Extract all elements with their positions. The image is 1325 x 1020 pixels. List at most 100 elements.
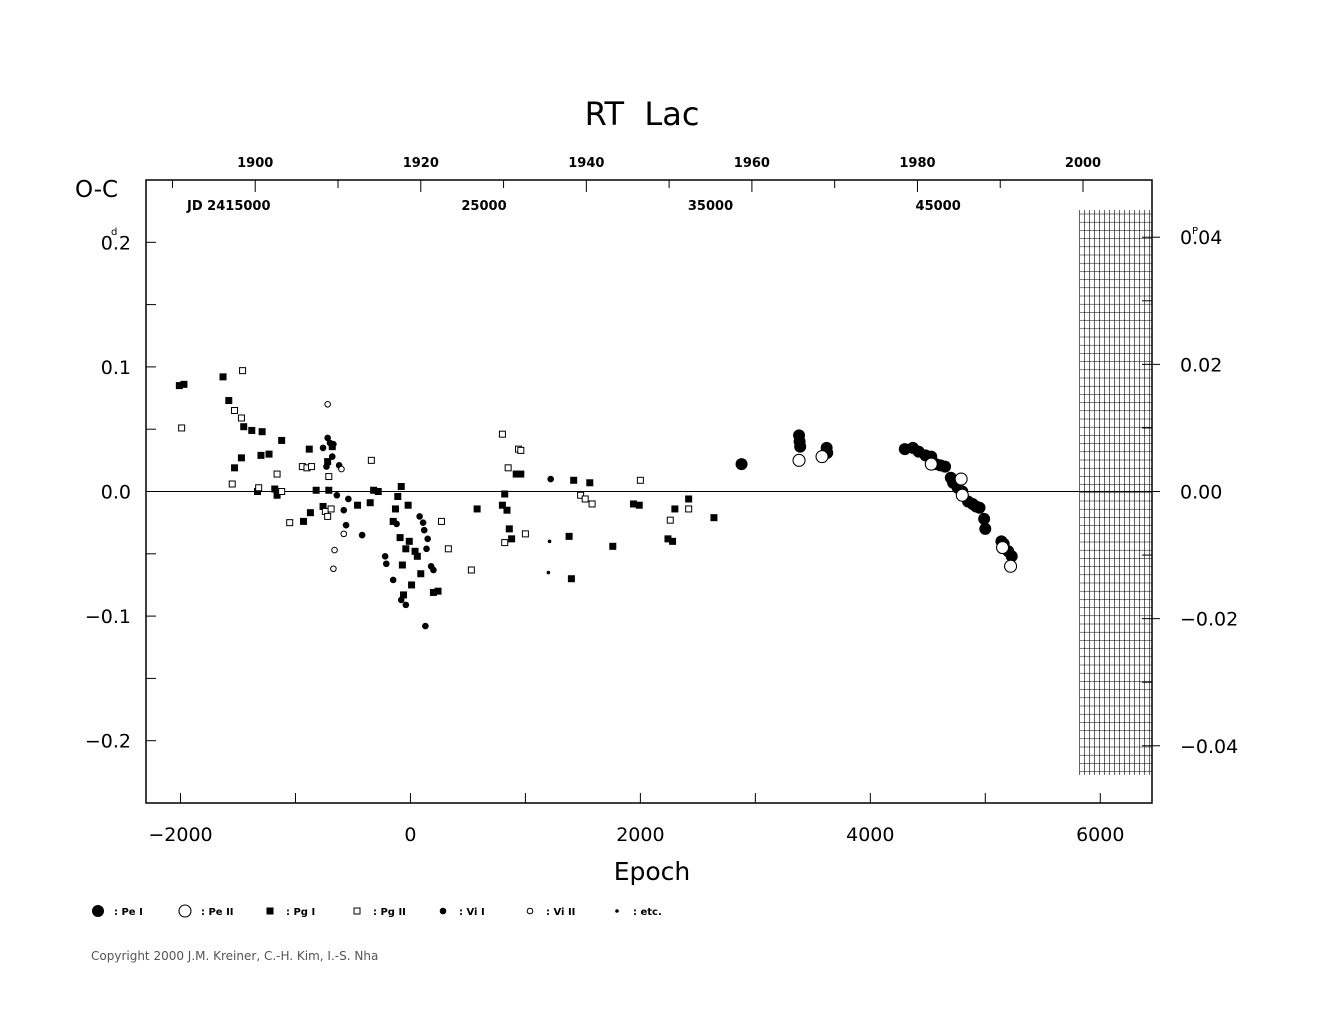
y-axis-unit: d xyxy=(111,227,117,238)
point-pe2 xyxy=(792,453,806,467)
legend-symbol-pg2 xyxy=(353,907,361,915)
axes: −2000 0 2000 4000 6000 1900 1920 1940 1960 1980 20… xyxy=(85,156,1238,846)
x-tick-label: 4000 xyxy=(846,824,894,846)
point-pg1 xyxy=(231,464,239,472)
point-vi1 xyxy=(424,535,431,543)
point-vi1 xyxy=(323,463,330,470)
point-vi1 xyxy=(430,566,437,574)
point-vi1 xyxy=(419,519,427,526)
point-pg1 xyxy=(237,454,245,462)
point-pg1 xyxy=(180,380,188,388)
top-year-label: 2000 xyxy=(1065,156,1101,171)
top-year-label: 1920 xyxy=(403,156,439,171)
point-pg2 xyxy=(581,495,589,503)
point-pg1 xyxy=(517,470,525,478)
point-pg1 xyxy=(219,373,227,381)
point-pg1 xyxy=(325,486,333,494)
point-pg1 xyxy=(391,505,399,513)
point-pg1 xyxy=(664,535,672,543)
point-pg2 xyxy=(255,484,263,492)
point-vi1 xyxy=(333,491,341,499)
point-pg1 xyxy=(671,505,679,513)
point-pg2 xyxy=(231,407,239,415)
point-pg1 xyxy=(312,486,320,494)
point-pe1 xyxy=(794,440,807,453)
point-pg1 xyxy=(397,483,405,491)
legend-symbol-vi1 xyxy=(439,907,447,915)
point-pe1 xyxy=(939,460,952,473)
point-vi1 xyxy=(382,560,390,568)
point-vi1 xyxy=(340,506,348,514)
right-axis-unit: P xyxy=(1192,226,1198,237)
point-pg2 xyxy=(588,500,596,508)
point-pg1 xyxy=(417,570,425,578)
right-tick-label: 0.02 xyxy=(1180,354,1222,376)
point-pg1 xyxy=(225,397,233,405)
point-vi1 xyxy=(389,576,397,584)
point-pg1 xyxy=(300,517,308,525)
point-pg1 xyxy=(175,382,183,390)
point-pg2 xyxy=(327,505,335,513)
x-tick-label: 6000 xyxy=(1076,824,1124,846)
point-pg1 xyxy=(635,501,643,509)
point-pg1 xyxy=(434,587,442,595)
point-pg2 xyxy=(501,539,509,547)
point-pe2 xyxy=(815,450,829,464)
point-pg2 xyxy=(577,491,585,499)
point-pg1 xyxy=(258,428,266,436)
top-year-label: 1980 xyxy=(899,156,935,171)
point-etc xyxy=(546,570,551,575)
point-pe2 xyxy=(955,488,969,502)
top-year-label: 1900 xyxy=(237,156,273,171)
point-pg1 xyxy=(570,476,578,484)
point-pg1 xyxy=(240,423,248,431)
point-pg1 xyxy=(567,575,575,583)
point-pg1 xyxy=(685,495,693,503)
point-pg1 xyxy=(565,532,573,540)
point-vi1 xyxy=(397,596,405,604)
point-pg2 xyxy=(273,470,281,478)
point-pg2 xyxy=(367,456,375,464)
jd-label: JD 2415000 xyxy=(186,199,270,214)
point-pg1 xyxy=(404,501,412,509)
point-pe2 xyxy=(924,457,938,471)
top-year-label: 1940 xyxy=(568,156,604,171)
y-axis-label: O-C xyxy=(75,177,118,203)
hatched-band xyxy=(1079,210,1152,775)
point-vi1 xyxy=(423,545,430,553)
point-pg1 xyxy=(394,492,402,500)
point-pg2 xyxy=(437,517,445,525)
point-pg1 xyxy=(669,537,677,545)
point-pg2 xyxy=(517,446,525,454)
point-pe1 xyxy=(1005,550,1018,563)
legend: : Pe I: Pe II: Pg I: Pg II: Vi I: Vi II:… xyxy=(92,904,662,918)
point-pg1 xyxy=(411,547,419,555)
point-pg1 xyxy=(501,490,509,498)
legend-symbol-pe1 xyxy=(92,905,104,917)
jd-label: 35000 xyxy=(688,199,733,214)
point-vi1 xyxy=(330,440,337,448)
point-pg1 xyxy=(370,486,378,494)
point-pg1 xyxy=(586,479,594,487)
point-pg1 xyxy=(273,491,281,499)
point-vi1 xyxy=(416,513,423,520)
point-pg2 xyxy=(666,516,674,524)
copyright-text: Copyright 2000 J.M. Kreiner, C.-H. Kim, … xyxy=(91,949,379,963)
point-pg2 xyxy=(237,414,245,422)
point-pg2 xyxy=(239,367,247,375)
point-pg1 xyxy=(429,588,437,596)
right-tick-label: 0.00 xyxy=(1180,482,1222,504)
point-vi1 xyxy=(422,622,429,630)
legend-label: : Pe I xyxy=(114,907,143,918)
point-vi1 xyxy=(324,434,331,442)
point-pg2 xyxy=(308,463,316,471)
point-vi1 xyxy=(420,526,428,534)
point-pg2 xyxy=(444,545,452,553)
point-pg1 xyxy=(324,458,332,466)
point-pg2 xyxy=(286,519,294,527)
point-pg2 xyxy=(504,464,512,472)
legend-symbol-pg1 xyxy=(266,907,274,915)
legend-label: : Pe II xyxy=(201,907,234,918)
point-pg1 xyxy=(710,514,718,522)
point-vi2 xyxy=(330,565,337,573)
